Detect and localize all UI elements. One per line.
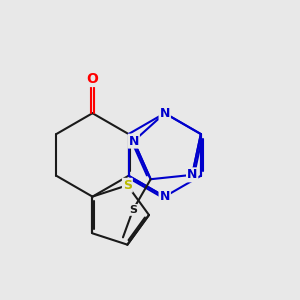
- Text: N: N: [128, 135, 139, 148]
- Text: N: N: [187, 168, 197, 182]
- Text: S: S: [129, 205, 137, 215]
- Text: N: N: [160, 107, 170, 120]
- Text: N: N: [160, 190, 170, 203]
- Text: O: O: [86, 72, 98, 86]
- Text: S: S: [123, 179, 132, 192]
